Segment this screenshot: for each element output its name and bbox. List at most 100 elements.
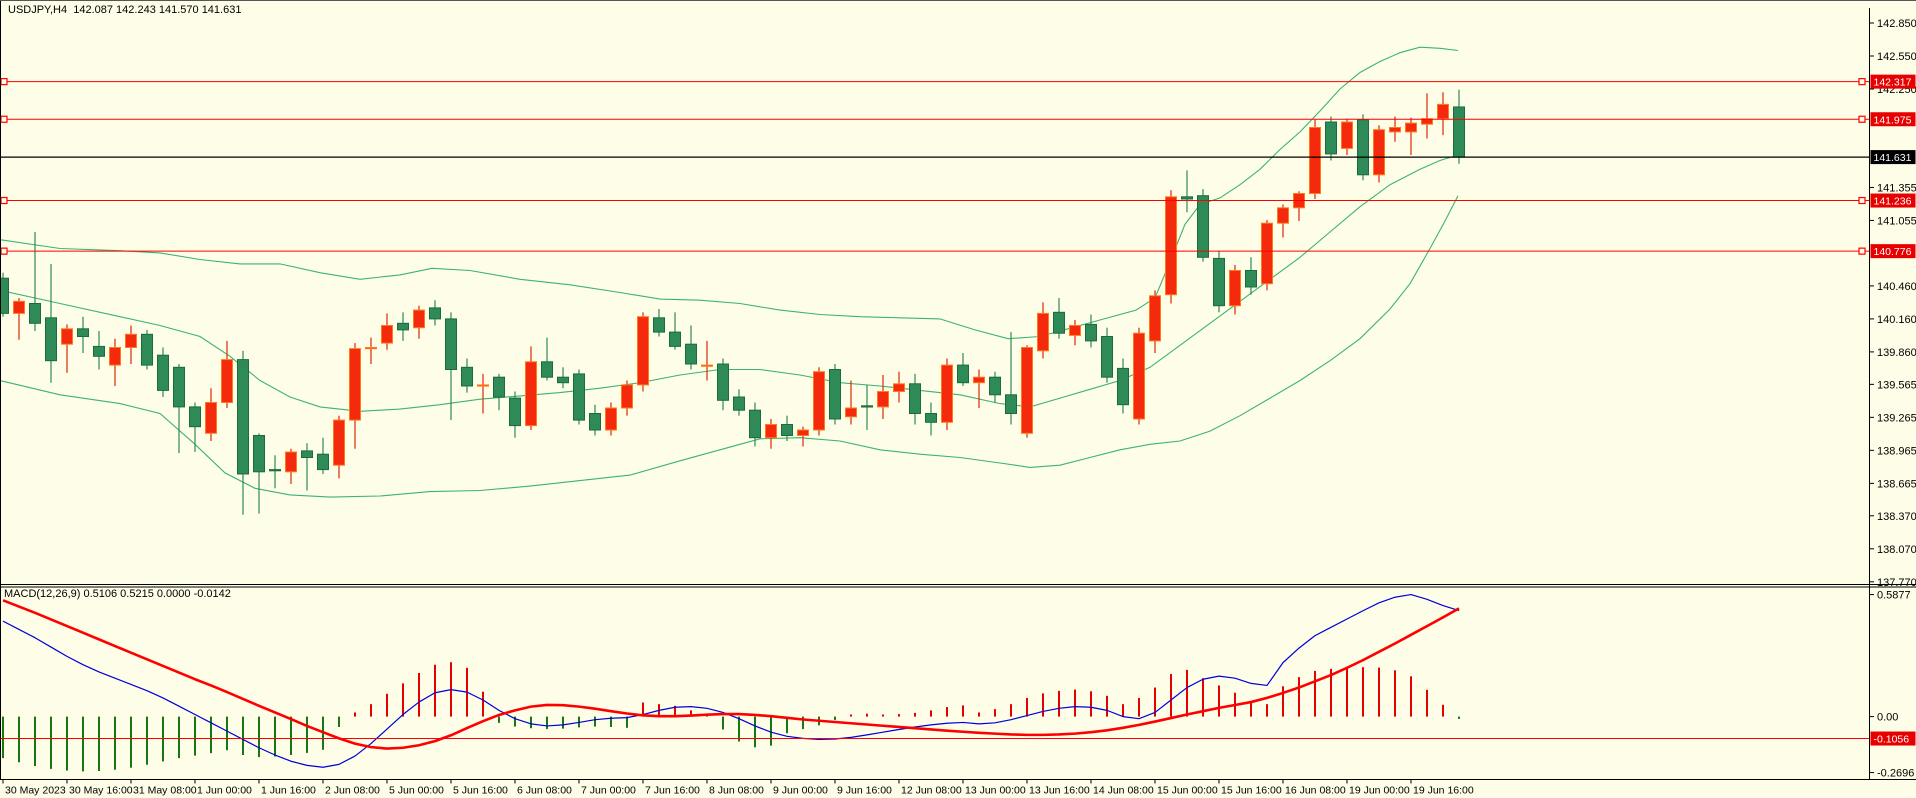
bull-candle[interactable] <box>1309 119 1321 199</box>
bear-candle[interactable] <box>1197 189 1209 262</box>
bear-candle[interactable] <box>861 384 873 430</box>
bear-candle[interactable] <box>1117 358 1129 414</box>
bull-candle[interactable] <box>621 380 633 416</box>
red-hline-140.776[interactable] <box>0 247 1870 255</box>
bear-candle[interactable] <box>269 455 281 489</box>
bear-candle[interactable] <box>1453 89 1465 164</box>
hline-handle[interactable] <box>1858 196 1866 205</box>
bear-candle[interactable] <box>317 437 329 474</box>
bull-candle[interactable] <box>333 415 345 479</box>
bear-candle[interactable] <box>653 309 665 337</box>
bear-candle[interactable] <box>1357 114 1369 181</box>
bear-candle[interactable] <box>909 373 921 425</box>
bear-candle[interactable] <box>237 350 249 515</box>
bull-candle[interactable] <box>1437 92 1449 136</box>
bear-candle[interactable] <box>1213 250 1225 313</box>
bear-candle[interactable] <box>509 391 521 438</box>
bear-candle[interactable] <box>1325 116 1337 161</box>
bull-candle[interactable] <box>1165 190 1177 304</box>
bear-candle[interactable] <box>925 402 937 436</box>
bear-candle[interactable] <box>445 312 457 421</box>
bear-candle[interactable] <box>429 300 441 326</box>
bull-candle[interactable] <box>1133 327 1145 425</box>
bear-candle[interactable] <box>189 402 201 453</box>
bull-candle[interactable] <box>205 388 217 441</box>
bear-candle[interactable] <box>1005 332 1017 425</box>
bear-candle[interactable] <box>29 232 41 331</box>
bull-candle[interactable] <box>525 346 537 430</box>
bull-candle[interactable] <box>1229 265 1241 315</box>
bear-candle[interactable] <box>717 358 729 411</box>
hline-handle[interactable] <box>0 78 8 86</box>
red-hline-141.236[interactable] <box>0 196 1870 205</box>
bull-candle[interactable] <box>349 343 361 449</box>
bear-candle[interactable] <box>781 415 793 441</box>
bear-candle[interactable] <box>493 373 505 411</box>
bear-candle[interactable] <box>829 364 841 425</box>
bear-candle[interactable] <box>173 364 185 454</box>
bear-candle[interactable] <box>0 272 9 317</box>
bull-candle[interactable] <box>973 369 985 409</box>
bear-candle[interactable] <box>1101 327 1113 383</box>
bear-candle[interactable] <box>301 443 313 491</box>
bear-candle[interactable] <box>141 329 153 370</box>
bull-candle[interactable] <box>1405 117 1417 155</box>
bull-candle[interactable] <box>1021 345 1033 438</box>
bull-candle[interactable] <box>941 358 953 431</box>
bear-candle[interactable] <box>589 404 601 436</box>
bull-candle[interactable] <box>701 340 713 381</box>
main-price-pane[interactable] <box>0 46 1870 515</box>
bear-candle[interactable] <box>989 371 1001 403</box>
bear-candle[interactable] <box>957 353 969 386</box>
bull-candle[interactable] <box>845 380 857 425</box>
bull-candle[interactable] <box>13 298 25 340</box>
bull-candle[interactable] <box>1261 219 1273 291</box>
bull-candle[interactable] <box>365 337 377 364</box>
bear-candle[interactable] <box>733 389 745 416</box>
bull-candle[interactable] <box>877 375 889 419</box>
bear-candle[interactable] <box>749 402 761 447</box>
bull-candle[interactable] <box>1277 204 1289 238</box>
bear-candle[interactable] <box>397 312 409 341</box>
bull-candle[interactable] <box>893 371 905 403</box>
bull-candle[interactable] <box>1149 290 1161 353</box>
bull-candle[interactable] <box>1341 118 1353 155</box>
bull-candle[interactable] <box>765 419 777 449</box>
hline-handle[interactable] <box>1858 78 1866 86</box>
bull-candle[interactable] <box>1373 125 1385 183</box>
bull-candle[interactable] <box>285 448 297 484</box>
bear-candle[interactable] <box>541 337 553 381</box>
bear-candle[interactable] <box>573 369 585 425</box>
bull-candle[interactable] <box>1421 93 1433 139</box>
bear-candle[interactable] <box>45 263 57 383</box>
bull-candle[interactable] <box>1069 320 1081 346</box>
price-axis[interactable]: 142.850142.550142.250141.355141.055140.4… <box>1869 18 1916 780</box>
bull-candle[interactable] <box>381 313 393 350</box>
bear-candle[interactable] <box>557 367 569 389</box>
bull-candle[interactable] <box>221 340 233 408</box>
bull-candle[interactable] <box>477 373 489 414</box>
bull-candle[interactable] <box>637 312 649 392</box>
bear-candle[interactable] <box>461 358 473 393</box>
bear-candle[interactable] <box>1053 298 1065 339</box>
hline-handle[interactable] <box>0 247 8 255</box>
bull-candle[interactable] <box>125 325 137 365</box>
bear-candle[interactable] <box>157 347 169 398</box>
hline-handle[interactable] <box>0 196 8 205</box>
bear-candle[interactable] <box>1181 170 1193 213</box>
hline-handle[interactable] <box>1858 247 1866 255</box>
macd-indicator-pane[interactable] <box>0 593 1870 772</box>
hline-handle[interactable] <box>0 115 8 123</box>
red-hline-141.975[interactable] <box>0 115 1870 123</box>
bull-candle[interactable] <box>605 402 617 436</box>
bear-candle[interactable] <box>253 433 265 514</box>
bull-candle[interactable] <box>61 324 73 373</box>
bear-candle[interactable] <box>77 316 89 353</box>
bull-candle[interactable] <box>1389 116 1401 142</box>
bull-candle[interactable] <box>1037 302 1049 359</box>
bear-candle[interactable] <box>1245 257 1257 295</box>
bull-candle[interactable] <box>1293 191 1305 221</box>
hline-handle[interactable] <box>1858 115 1866 123</box>
